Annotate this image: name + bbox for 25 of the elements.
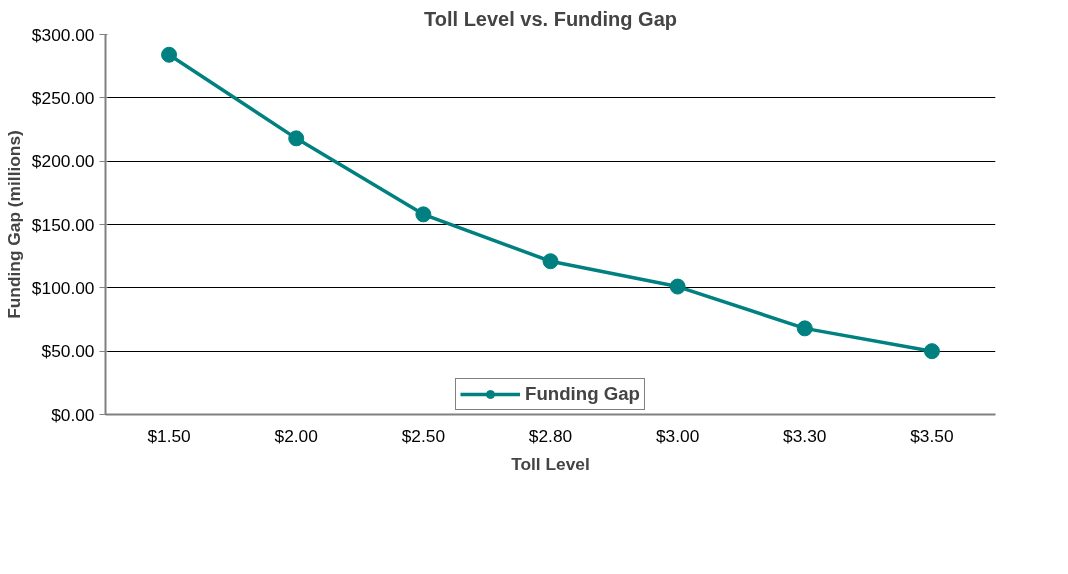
y-axis-title: Funding Gap (millions): [3, 130, 24, 319]
x-tick-label: $3.30: [783, 425, 827, 446]
chart-title: Toll Level vs. Funding Gap: [424, 7, 678, 30]
x-tick-label: $1.50: [147, 425, 191, 446]
x-tick-label: $2.50: [401, 425, 446, 446]
y-tick-label: $200.00: [31, 151, 95, 172]
point: [796, 320, 813, 337]
point: [288, 130, 305, 147]
x-tick-label: $3.50: [910, 425, 954, 446]
y-tick-label: $0.00: [51, 404, 95, 425]
y-tick-label: $150.00: [31, 214, 95, 235]
y-tick-label: $50.00: [41, 341, 95, 362]
y-tick-label: $300.00: [31, 24, 95, 45]
point: [415, 206, 432, 223]
point: [542, 253, 559, 270]
legend-label: Funding Gap: [524, 383, 641, 405]
point: [161, 46, 178, 63]
point: [923, 343, 940, 360]
x-tick-label: $2.80: [528, 425, 573, 446]
x-tick-label: $3.00: [655, 425, 700, 446]
point: [669, 278, 686, 295]
y-tick-label: $250.00: [31, 87, 95, 108]
x-tick-label: $2.00: [274, 425, 318, 446]
x-axis-title: Toll Level: [511, 453, 590, 474]
y-tick-label: $100.00: [31, 277, 95, 298]
